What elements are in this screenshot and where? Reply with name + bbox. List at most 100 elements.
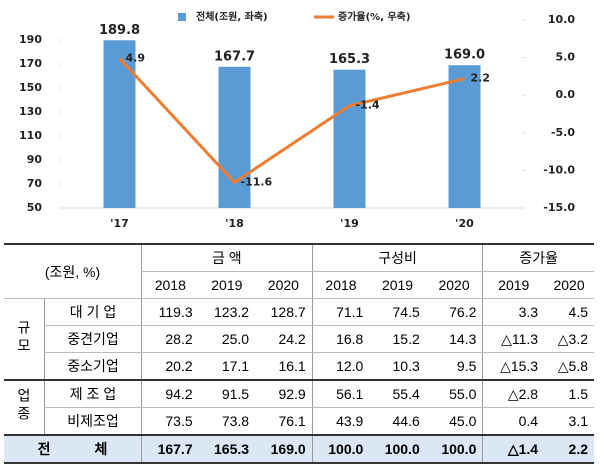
bar	[448, 65, 481, 208]
year-header: 2020	[255, 271, 313, 299]
group-header: 금 액	[141, 243, 313, 272]
y-tick-label: 90	[27, 153, 43, 166]
cell: 45.0	[425, 407, 483, 436]
data-row: 업종 제 조 업 94.2 91.5 92.9 56.1 55.4 55.0 △2.8 1.5	[4, 379, 594, 436]
cell: 3.1	[544, 407, 594, 436]
y-tick-label: 170	[19, 57, 42, 70]
cell: 20.2	[140, 352, 199, 381]
bar-label: 189.8	[99, 23, 140, 38]
cell: △1.4	[482, 434, 545, 464]
row-label: 제 조 업	[44, 379, 142, 408]
total-label: 전 체	[4, 434, 142, 464]
cell: 119.3	[140, 298, 199, 326]
cell: 28.2	[140, 325, 199, 353]
cell: △2.8	[482, 379, 545, 408]
line-label: -11.6	[241, 175, 273, 188]
cell: 56.1	[311, 379, 370, 408]
cell: 3.3	[482, 298, 545, 326]
y-tick-label: 190	[19, 33, 42, 46]
y-tick-label: 150	[19, 81, 42, 94]
y2-tick-label: -10.0	[543, 163, 575, 176]
data-row: 비제조업 73.5 73.8 76.1 43.9 44.6 45.0 0.4 3.1	[4, 407, 594, 436]
unit-label: (조원, %)	[4, 243, 142, 299]
cell: 24.2	[255, 325, 313, 353]
cell: 16.8	[311, 325, 370, 353]
cell: 43.9	[311, 407, 370, 436]
y2-tick-label: 5.0	[556, 51, 576, 64]
row-label: 비제조업	[44, 407, 142, 436]
cell: 100.0	[425, 434, 483, 464]
bar-label: 169.0	[444, 48, 485, 63]
cell: 73.8	[198, 407, 256, 436]
row-label: 중소기업	[44, 352, 142, 381]
section-text: 규모	[16, 319, 32, 356]
data-table: (조원, %) 금 액 구성비 증가율 2018 2019 2020 2018 2019 2020…	[4, 243, 594, 464]
section-text: 업종	[16, 388, 32, 424]
cell: 2.2	[544, 434, 594, 464]
bar	[218, 66, 251, 209]
legend-label: 증가율(%, 우축)	[338, 10, 410, 23]
line-label: -1.4	[356, 99, 380, 112]
cell: 76.2	[425, 298, 483, 326]
line-label: 2.2	[471, 72, 491, 85]
y-tick-label: 50	[27, 201, 43, 214]
y-tick-label: 130	[19, 105, 42, 118]
line-label: 4.9	[126, 51, 146, 64]
cell: 25.0	[198, 325, 256, 353]
year-header: 2018	[140, 271, 199, 299]
data-row: 규모 대 기 업 119.3 123.2 128.7 71.1 74.5 76.2 3.3 4.5	[4, 298, 594, 381]
header-row: (조원, %) 금 액 구성비 증가율	[4, 243, 594, 299]
chart: 50 70 90 110 130 150 170 190 10.0 5.0 0.0 -5.0 -10.0…	[19, 10, 576, 230]
section-label: 규모	[4, 298, 45, 381]
cell: 1.5	[544, 379, 594, 408]
cell: 4.5	[544, 298, 594, 326]
year-header: 2019	[369, 271, 426, 299]
cell: △15.3	[482, 352, 545, 381]
cell: 14.3	[425, 325, 483, 353]
cell: △5.8	[544, 352, 594, 381]
cell: 169.0	[255, 434, 313, 464]
group-header: 구성비	[311, 243, 483, 272]
cell: 73.5	[140, 407, 199, 436]
cell: 92.9	[255, 379, 313, 408]
cell: 16.1	[255, 352, 313, 381]
cell: △11.3	[482, 325, 545, 353]
cell: 10.3	[369, 352, 426, 381]
data-row: 중견기업 28.2 25.0 24.2 16.8 15.2 14.3 △11.3 △3.2	[4, 325, 594, 353]
cell: 167.7	[140, 434, 199, 464]
cell: 91.5	[198, 379, 256, 408]
cell: 71.1	[311, 298, 370, 326]
cell: 55.0	[425, 379, 483, 408]
y-tick-label: 110	[19, 129, 42, 142]
cell: 44.6	[369, 407, 426, 436]
bar	[103, 40, 136, 209]
year-header: 2019	[482, 271, 545, 299]
cell: 123.2	[198, 298, 256, 326]
cell: 9.5	[425, 352, 483, 381]
cell: 100.0	[311, 434, 370, 464]
data-row: 중소기업 20.2 17.1 16.1 12.0 10.3 9.5 △15.3 △5.8	[4, 352, 594, 381]
year-header: 2020	[425, 271, 483, 299]
cell: 165.3	[198, 434, 256, 464]
x-tick-label: '18	[225, 217, 244, 230]
y2-tick-label: -15.0	[543, 201, 575, 214]
cell: 12.0	[311, 352, 370, 381]
cell: 74.5	[369, 298, 426, 326]
bar-label: 167.7	[214, 49, 255, 64]
year-row: 2018 2019 2020 2018 2019 2020 2019 2020	[4, 271, 594, 299]
cell: 94.2	[140, 379, 199, 408]
x-tick-label: '19	[340, 217, 359, 230]
legend-label: 전체(조원, 좌축)	[196, 10, 268, 23]
line	[118, 57, 465, 185]
x-tick-label: '17	[110, 217, 129, 230]
cell: 55.4	[369, 379, 426, 408]
y2-tick-label: -5.0	[551, 126, 575, 139]
group-header: 증가율	[482, 243, 594, 272]
row-label: 중견기업	[44, 325, 142, 353]
row-label: 대 기 업	[44, 298, 142, 326]
cell: 76.1	[255, 407, 313, 436]
section-label: 업종	[4, 379, 45, 436]
cell: 128.7	[255, 298, 313, 326]
cell: 15.2	[369, 325, 426, 353]
